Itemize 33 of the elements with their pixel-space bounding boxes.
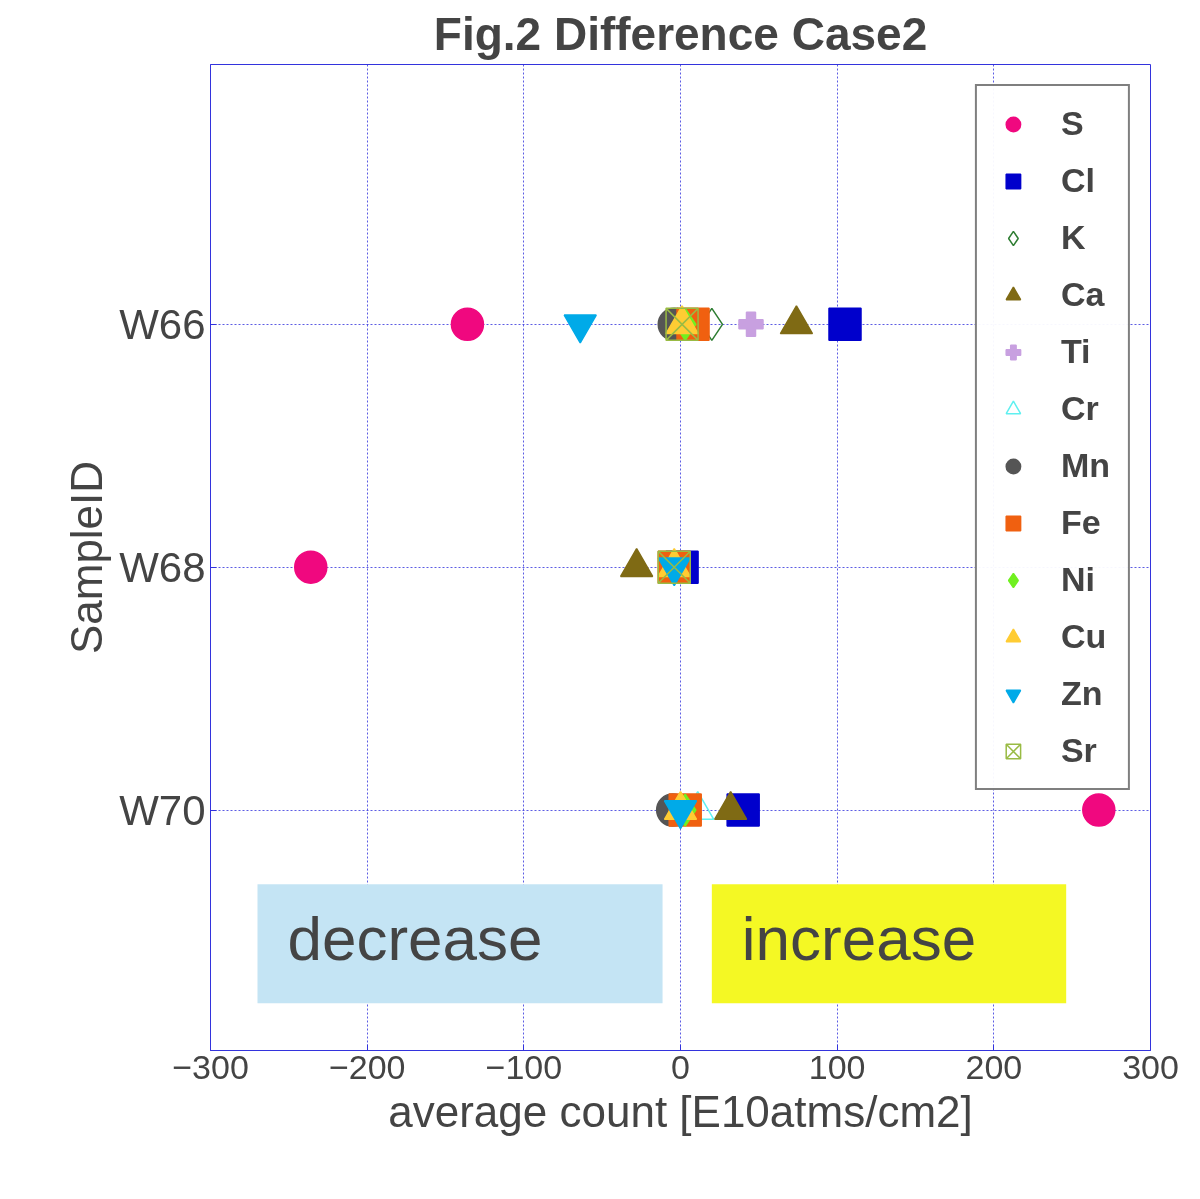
- legend-label: Zn: [1060, 674, 1103, 713]
- legend-label: S: [1060, 104, 1084, 143]
- legend-label: Cr: [1060, 389, 1099, 428]
- y-tick-label: W68: [119, 543, 206, 591]
- point: [738, 311, 764, 338]
- point: [665, 307, 699, 342]
- legend-label: Mn: [1060, 446, 1110, 485]
- annotation: decrease: [287, 904, 543, 974]
- x-tick-label: −300: [172, 1047, 249, 1086]
- chart-title: Fig.2 Difference Case2: [433, 7, 928, 60]
- x-axis-title: average count [E10atms/cm2]: [388, 1086, 973, 1136]
- point: [450, 307, 485, 342]
- x-tick-label: 0: [671, 1047, 690, 1086]
- legend-label: Cl: [1060, 161, 1095, 200]
- legend-label: K: [1060, 218, 1086, 257]
- annotation: increase: [741, 904, 977, 974]
- x-tick-label: 300: [1122, 1047, 1179, 1086]
- legend-label: Fe: [1060, 503, 1101, 542]
- legend-label: Ti: [1060, 332, 1091, 371]
- x-tick-label: −200: [328, 1047, 406, 1086]
- legend-label: Ni: [1060, 560, 1095, 599]
- legend-label: Ca: [1060, 275, 1105, 314]
- point: [828, 307, 862, 342]
- point: [1082, 793, 1116, 827]
- y-axis-title: SampleID: [62, 460, 112, 655]
- x-tick-label: −100: [485, 1047, 563, 1086]
- y-tick-label: W66: [119, 300, 206, 348]
- legend-label: Cu: [1060, 617, 1107, 656]
- y-tick-label: W70: [119, 786, 206, 834]
- x-tick-label: 100: [808, 1047, 866, 1086]
- point: [294, 550, 328, 584]
- x-tick-label: 200: [965, 1047, 1023, 1086]
- legend-label: Sr: [1060, 731, 1097, 770]
